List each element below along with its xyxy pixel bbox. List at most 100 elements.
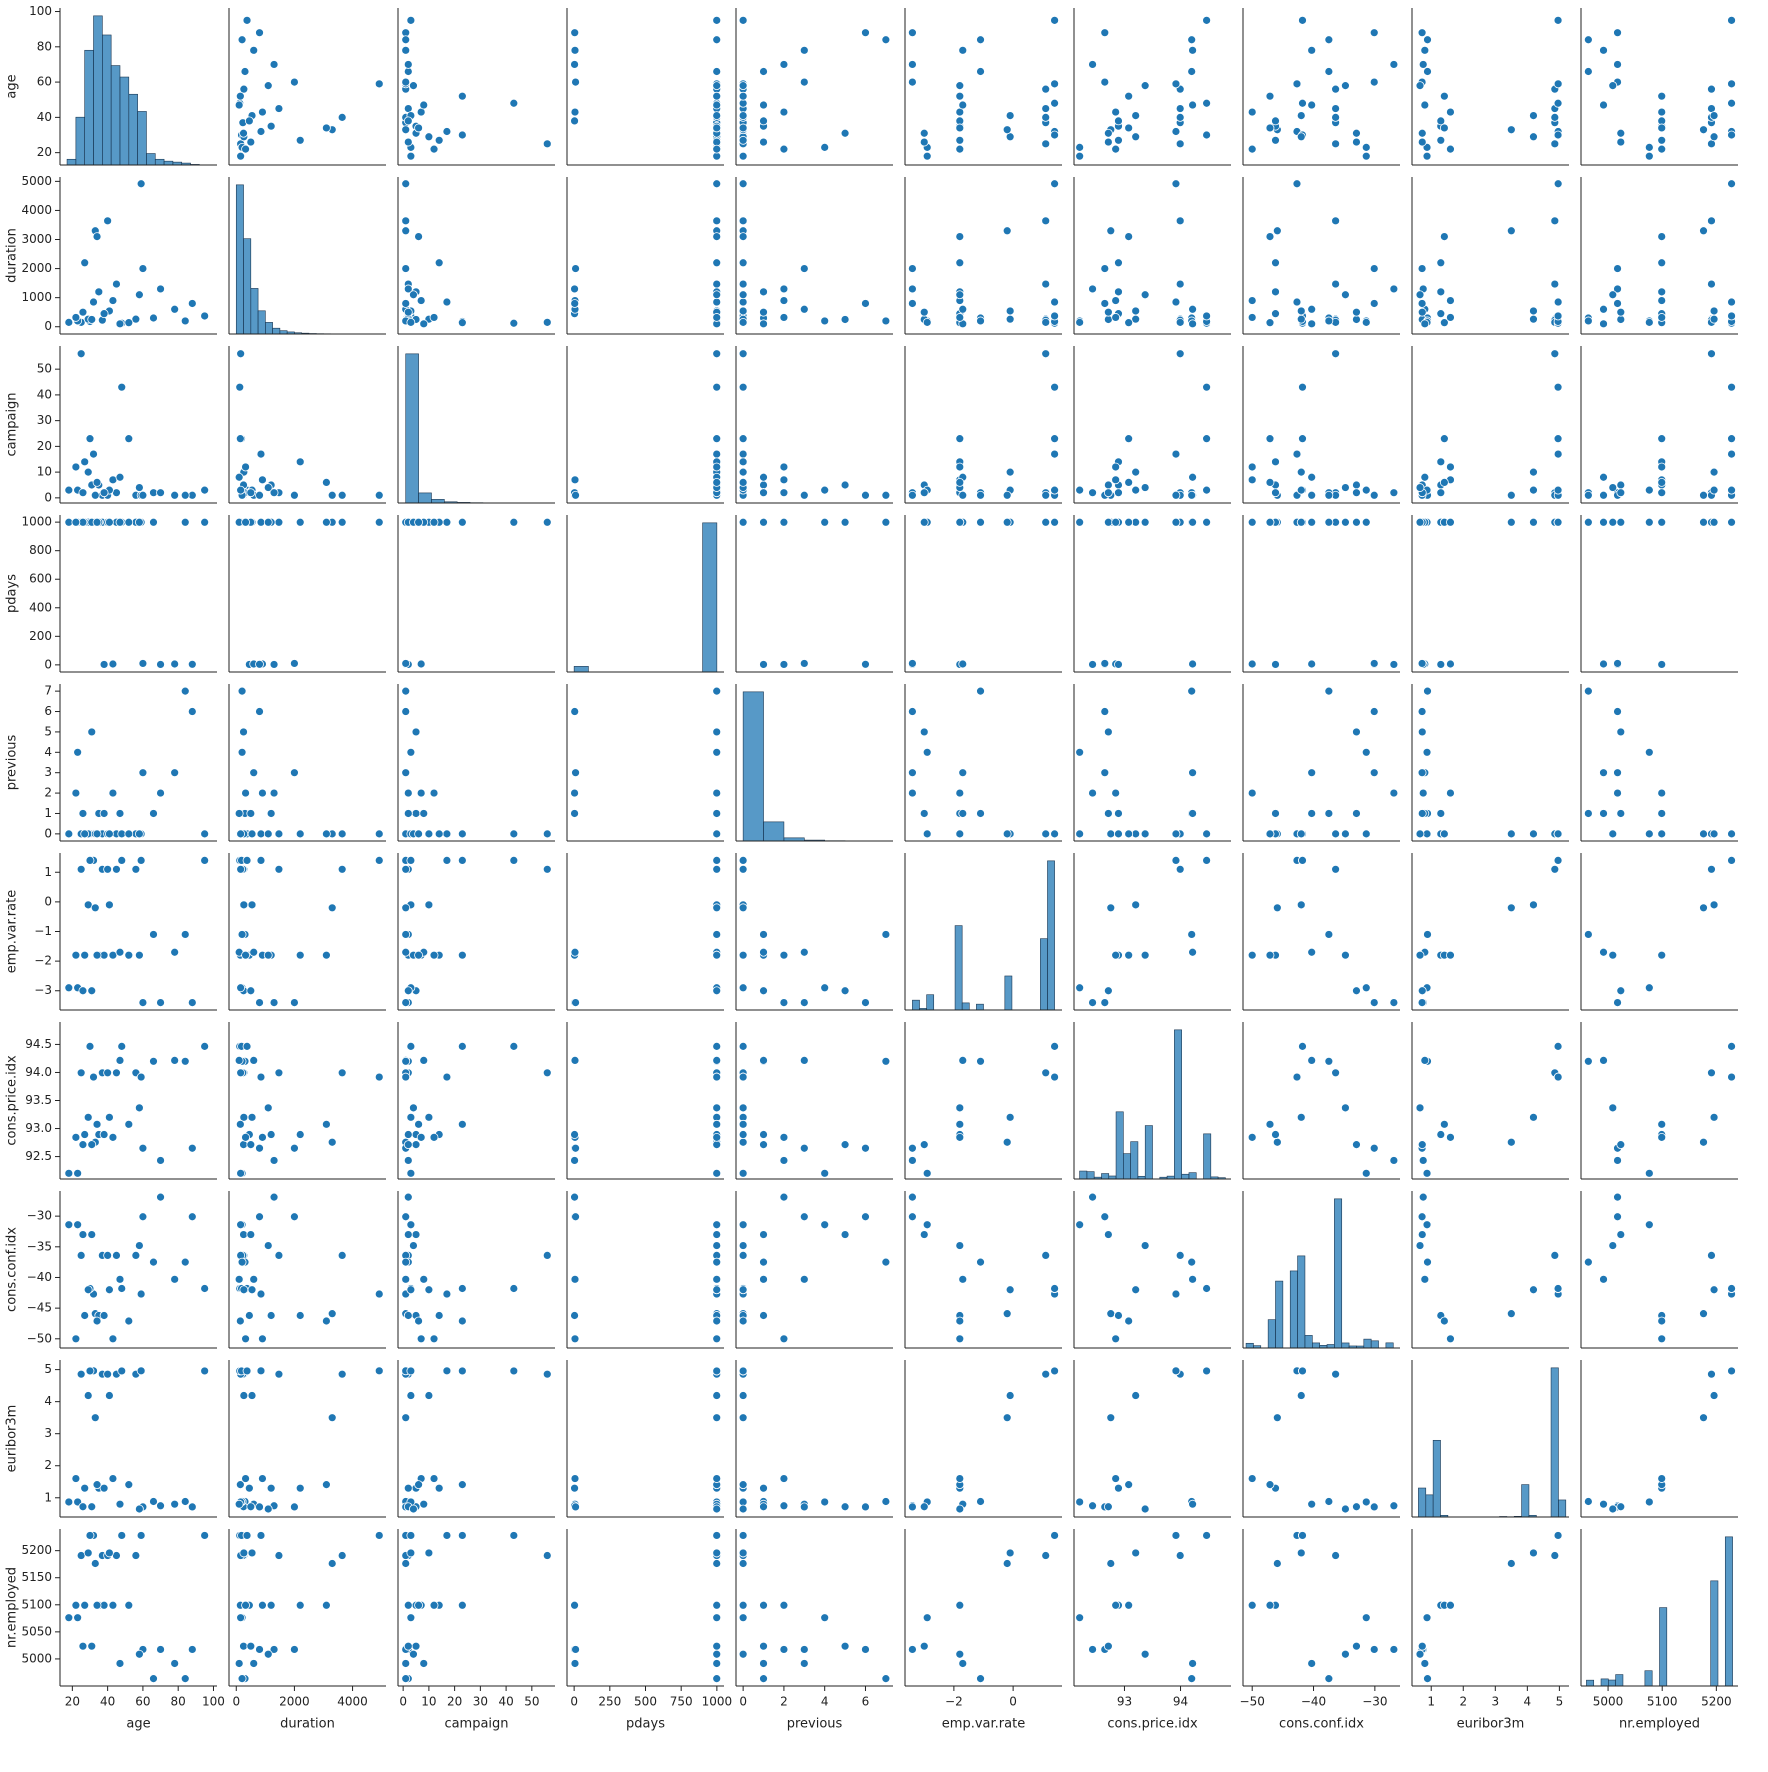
- scatter-point: [739, 1392, 747, 1400]
- scatter-point: [1132, 133, 1140, 141]
- scatter-point: [1297, 468, 1305, 476]
- hist-bar: [1386, 1343, 1393, 1348]
- scatter-point: [458, 1601, 466, 1609]
- scatter-point: [1248, 297, 1256, 305]
- scatter-point: [1728, 435, 1736, 443]
- scatter-point: [257, 856, 265, 864]
- scatter-point: [923, 1221, 931, 1229]
- scatter-point: [1341, 518, 1349, 526]
- scatter-point: [800, 265, 808, 273]
- scatter-point: [93, 951, 101, 959]
- scatter-point: [571, 117, 579, 125]
- scatter-point: [1529, 486, 1537, 494]
- scatter-point: [65, 984, 73, 992]
- scatter-point: [322, 830, 330, 838]
- scatter-point: [1332, 350, 1340, 358]
- scatter-point: [296, 1131, 304, 1139]
- scatter-point: [322, 478, 330, 486]
- scatter-point: [713, 809, 721, 817]
- x-tick-label: 2000: [279, 1695, 310, 1709]
- scatter-point: [458, 1481, 466, 1489]
- scatter-point: [1554, 1285, 1562, 1293]
- scatter-point: [1554, 435, 1562, 443]
- scatter-point: [181, 930, 189, 938]
- scatter-point: [402, 687, 410, 695]
- scatter-point: [430, 1133, 438, 1141]
- scatter-point: [543, 865, 551, 873]
- scatter-point: [149, 1258, 157, 1266]
- scatter-point: [1042, 1251, 1050, 1259]
- scatter-point: [95, 288, 103, 296]
- scatter-point: [1107, 1414, 1115, 1422]
- scatter-point: [1446, 145, 1454, 153]
- scatter-point: [409, 1104, 417, 1112]
- scatter-point: [258, 1601, 266, 1609]
- y-tick-label: 3: [44, 765, 52, 779]
- scatter-point: [420, 1056, 428, 1064]
- scatter-point: [322, 951, 330, 959]
- scatter-point: [91, 1414, 99, 1422]
- scatter-point: [713, 1414, 721, 1422]
- scatter-point: [1308, 46, 1316, 54]
- scatter-point: [713, 383, 721, 391]
- scatter-point: [1362, 984, 1370, 992]
- scatter-point: [258, 108, 266, 116]
- scatter-point: [1584, 1258, 1592, 1266]
- scatter-point: [1132, 901, 1140, 909]
- scatter-point: [571, 1484, 579, 1492]
- scatter-point: [118, 1531, 126, 1539]
- x-tick-label: 750: [670, 1695, 693, 1709]
- scatter-point: [1370, 491, 1378, 499]
- scatter-point: [1437, 288, 1445, 296]
- scatter-point: [1051, 298, 1059, 306]
- scatter-point: [417, 297, 425, 305]
- scatter-point: [1370, 769, 1378, 777]
- scatter-point: [543, 518, 551, 526]
- scatter-point: [1390, 1502, 1398, 1510]
- scatter-point: [1419, 1156, 1427, 1164]
- scatter-point: [1658, 1120, 1666, 1128]
- scatter-point: [956, 1104, 964, 1112]
- scatter-point: [1189, 473, 1197, 481]
- scatter-point: [1416, 484, 1424, 492]
- scatter-point: [270, 660, 278, 668]
- scatter-point: [1707, 280, 1715, 288]
- scatter-point: [1362, 830, 1370, 838]
- scatter-point: [171, 491, 179, 499]
- scatter-point: [157, 660, 165, 668]
- scatter-point: [713, 16, 721, 24]
- scatter-point: [1308, 809, 1316, 817]
- scatter-point: [402, 78, 410, 86]
- scatter-point: [402, 265, 410, 273]
- scatter-point: [1042, 217, 1050, 225]
- scatter-point: [908, 29, 916, 37]
- scatter-point: [84, 1113, 92, 1121]
- scatter-point: [1728, 1285, 1736, 1293]
- scatter-point: [237, 350, 245, 358]
- scatter-point: [417, 789, 425, 797]
- scatter-point: [417, 660, 425, 668]
- scatter-point: [1710, 133, 1718, 141]
- scatter-point: [458, 951, 466, 959]
- scatter-point: [1332, 85, 1340, 93]
- scatter-point: [100, 1311, 108, 1319]
- x-tick-label: 0: [1009, 1695, 1017, 1709]
- scatter-point: [1272, 259, 1280, 267]
- scatter-point: [409, 82, 417, 90]
- scatter-point: [275, 1552, 283, 1560]
- scatter-point: [139, 1144, 147, 1152]
- scatter-point: [959, 660, 967, 668]
- scatter-point: [1437, 809, 1445, 817]
- scatter-point: [328, 1138, 336, 1146]
- scatter-point: [713, 951, 721, 959]
- scatter-point: [404, 987, 412, 995]
- scatter-point: [760, 320, 768, 328]
- scatter-point: [882, 491, 890, 499]
- scatter-point: [1297, 518, 1305, 526]
- scatter-point: [1104, 809, 1112, 817]
- scatter-point: [1003, 1559, 1011, 1567]
- hist-bar: [273, 328, 280, 334]
- scatter-point: [956, 1505, 964, 1513]
- scatter-point: [1728, 1073, 1736, 1081]
- scatter-point: [920, 518, 928, 526]
